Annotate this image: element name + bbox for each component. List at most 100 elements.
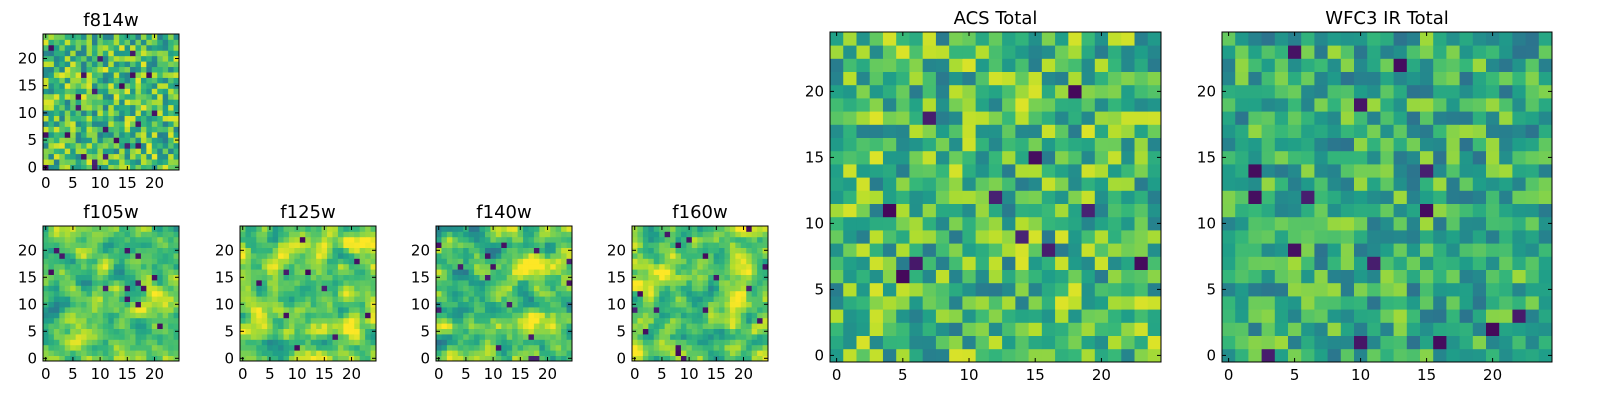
heatmap-cell: [490, 263, 497, 270]
heatmap-cell: [130, 344, 136, 351]
heatmap-cell: [653, 231, 660, 238]
heatmap-cell: [157, 334, 164, 340]
heatmap-cell: [949, 32, 963, 46]
heatmap-cell: [1314, 348, 1328, 363]
heatmap-cell: [648, 263, 655, 270]
heatmap-cell: [168, 110, 174, 116]
heatmap-cell: [561, 258, 567, 265]
heatmap-cell: [757, 312, 763, 319]
heatmap-cell: [86, 258, 93, 265]
heatmap-cell: [1288, 269, 1302, 284]
heatmap-cell: [310, 296, 317, 302]
heatmap-cell: [495, 301, 502, 308]
heatmap-cell: [1147, 256, 1162, 270]
heatmap-cell: [1235, 348, 1249, 363]
heatmap-cell: [261, 301, 268, 308]
heatmap-cell: [354, 263, 361, 270]
heatmap-cell: [843, 71, 857, 86]
heatmap-cell: [354, 258, 361, 265]
heatmap-cell: [53, 164, 60, 171]
heatmap-cell: [843, 256, 857, 270]
heatmap-cell: [468, 334, 475, 340]
heatmap-cell: [637, 242, 644, 248]
heatmap-cell: [283, 263, 290, 270]
heatmap-cell: [1512, 335, 1526, 350]
heatmap-cell: [365, 274, 371, 281]
heatmap-cell: [561, 328, 567, 335]
heatmap-cell: [140, 115, 147, 122]
heatmap-cell: [250, 301, 257, 308]
heatmap-cell: [119, 344, 125, 351]
heatmap-cell: [294, 263, 301, 270]
heatmap-cell: [1354, 309, 1368, 323]
heatmap-cell: [135, 39, 142, 46]
heatmap-cell: [686, 231, 693, 238]
heatmap-cell: [168, 115, 174, 122]
heatmap-cell: [1380, 309, 1394, 323]
heatmap-cell: [316, 290, 322, 297]
heatmap-cell: [1094, 243, 1109, 257]
heatmap-cell: [1261, 32, 1276, 46]
heatmap-cell: [299, 280, 306, 286]
heatmap-cell: [327, 350, 333, 356]
heatmap-cell: [53, 61, 60, 68]
heatmap-cell: [436, 307, 442, 313]
heatmap-cell: [659, 334, 666, 340]
heatmap-cell: [91, 328, 98, 335]
heatmap-cell: [119, 226, 125, 232]
heatmap-cell: [1028, 164, 1043, 178]
heatmap-cell: [550, 328, 557, 335]
heatmap-cell: [1015, 348, 1029, 363]
heatmap-cell: [1340, 296, 1355, 310]
heatmap-cell: [135, 231, 142, 238]
heatmap-cell: [1301, 348, 1315, 363]
heatmap-cell: [702, 355, 709, 362]
heatmap-cell: [463, 350, 470, 356]
heatmap-cell: [1393, 335, 1408, 350]
heatmap-cell: [97, 350, 104, 356]
heatmap-cell: [64, 126, 71, 133]
heatmap-cell: [856, 190, 871, 204]
heatmap-cell: [1274, 348, 1289, 363]
heatmap-cell: [1486, 269, 1500, 284]
heatmap-cell: [1340, 269, 1355, 284]
heatmap-cell: [1367, 45, 1381, 59]
heatmap-cell: [299, 258, 306, 265]
heatmap-cell: [664, 263, 671, 270]
heatmap-cell: [305, 355, 312, 362]
heatmap-cell: [162, 339, 169, 346]
heatmap-cell: [882, 322, 897, 336]
heatmap-cell: [146, 317, 153, 324]
x-tick-label: 10: [1351, 366, 1370, 384]
heatmap-cell: [909, 71, 924, 86]
heatmap-cell: [48, 72, 55, 78]
heatmap-cell: [484, 334, 491, 340]
x-tick-label: 10: [680, 365, 699, 383]
heatmap-cell: [686, 328, 693, 335]
heatmap-cell: [441, 231, 448, 238]
heatmap-cell: [751, 247, 758, 254]
heatmap-cell: [278, 269, 284, 275]
heatmap-cell: [157, 280, 164, 286]
heatmap-cell: [830, 256, 844, 270]
heatmap-cell: [321, 317, 328, 324]
heatmap-cell: [523, 307, 529, 313]
heatmap-cell: [283, 328, 290, 335]
heatmap-cell: [102, 253, 109, 259]
heatmap-cell: [506, 231, 513, 238]
heatmap-cell: [327, 258, 333, 265]
heatmap-cell: [97, 137, 104, 144]
heatmap-cell: [550, 280, 557, 286]
heatmap-cell: [124, 323, 131, 329]
heatmap-cell: [305, 247, 312, 254]
heatmap-cell: [729, 317, 736, 324]
heatmap-cell: [446, 307, 453, 313]
heatmap-cell: [70, 301, 77, 308]
heatmap-cell: [113, 285, 120, 292]
heatmap-cell: [365, 263, 371, 270]
heatmap-cell: [1340, 84, 1355, 99]
heatmap-cell: [130, 159, 136, 165]
heatmap-cell: [124, 242, 131, 248]
heatmap-cell: [724, 274, 731, 281]
heatmap-cell: [1446, 309, 1460, 323]
